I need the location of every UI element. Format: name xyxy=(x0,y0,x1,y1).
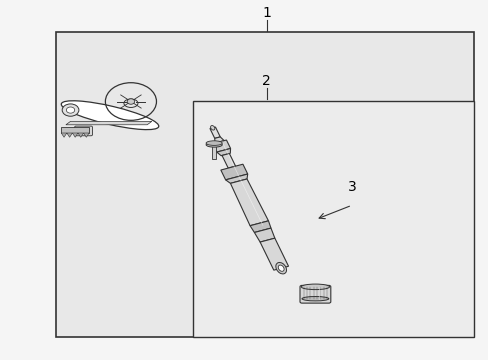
Polygon shape xyxy=(260,238,288,270)
Ellipse shape xyxy=(210,126,214,130)
Polygon shape xyxy=(212,140,230,152)
Polygon shape xyxy=(83,133,89,137)
Polygon shape xyxy=(209,127,220,138)
Ellipse shape xyxy=(302,297,328,301)
Circle shape xyxy=(127,99,134,104)
Bar xyxy=(193,101,473,337)
Polygon shape xyxy=(66,121,151,125)
Ellipse shape xyxy=(61,101,159,130)
Polygon shape xyxy=(222,153,235,168)
Ellipse shape xyxy=(206,141,222,145)
Bar xyxy=(61,127,89,133)
Ellipse shape xyxy=(301,284,329,289)
Polygon shape xyxy=(214,137,224,143)
FancyBboxPatch shape xyxy=(299,285,330,303)
Polygon shape xyxy=(72,133,78,137)
Polygon shape xyxy=(78,133,83,137)
Polygon shape xyxy=(230,179,268,226)
Polygon shape xyxy=(225,174,247,183)
Ellipse shape xyxy=(275,262,286,274)
Polygon shape xyxy=(254,228,274,242)
Polygon shape xyxy=(216,148,230,156)
Bar xyxy=(212,145,216,159)
Ellipse shape xyxy=(278,265,284,271)
Ellipse shape xyxy=(206,142,222,147)
Text: 1: 1 xyxy=(262,6,270,20)
Polygon shape xyxy=(67,133,72,137)
Circle shape xyxy=(66,107,75,113)
Polygon shape xyxy=(221,164,247,180)
Text: 2: 2 xyxy=(262,74,270,88)
Polygon shape xyxy=(249,221,270,233)
Bar xyxy=(56,32,473,337)
Polygon shape xyxy=(61,133,67,137)
Text: 3: 3 xyxy=(347,180,356,194)
FancyBboxPatch shape xyxy=(75,126,92,136)
Circle shape xyxy=(62,104,79,116)
